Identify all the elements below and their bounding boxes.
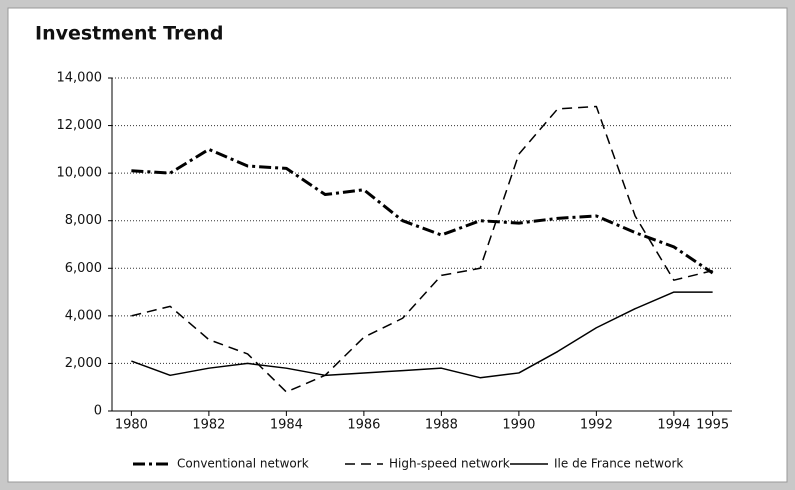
y-tick-label: 10,000	[57, 166, 103, 181]
series-line	[131, 105, 713, 393]
legend-label: Conventional network	[177, 457, 309, 471]
y-tick-label: 4,000	[65, 308, 102, 323]
y-tick-label: 0	[94, 404, 102, 419]
x-tick-label: 1980	[115, 418, 148, 433]
x-tick-label: 1992	[580, 418, 613, 433]
y-tick-label: 2,000	[65, 356, 102, 371]
y-tick-label: 12,000	[57, 118, 103, 133]
panel	[7, 7, 788, 483]
y-tick-label: 14,000	[57, 71, 103, 86]
x-tick-label: 1995	[696, 418, 729, 433]
x-tick-label: 1986	[347, 418, 380, 433]
y-tick-label: 8,000	[65, 213, 102, 228]
legend-label: Ile de France network	[554, 457, 683, 471]
legend-label: High-speed network	[389, 457, 510, 471]
x-tick-label: 1994	[657, 418, 690, 433]
series-line	[131, 291, 713, 379]
y-tick-label: 6,000	[65, 261, 102, 276]
x-tick-label: 1984	[270, 418, 303, 433]
x-tick-label: 1988	[425, 418, 458, 433]
x-tick-label: 1982	[192, 418, 225, 433]
chart-title: Investment Trend	[35, 23, 223, 45]
x-tick-label: 1990	[502, 418, 535, 433]
